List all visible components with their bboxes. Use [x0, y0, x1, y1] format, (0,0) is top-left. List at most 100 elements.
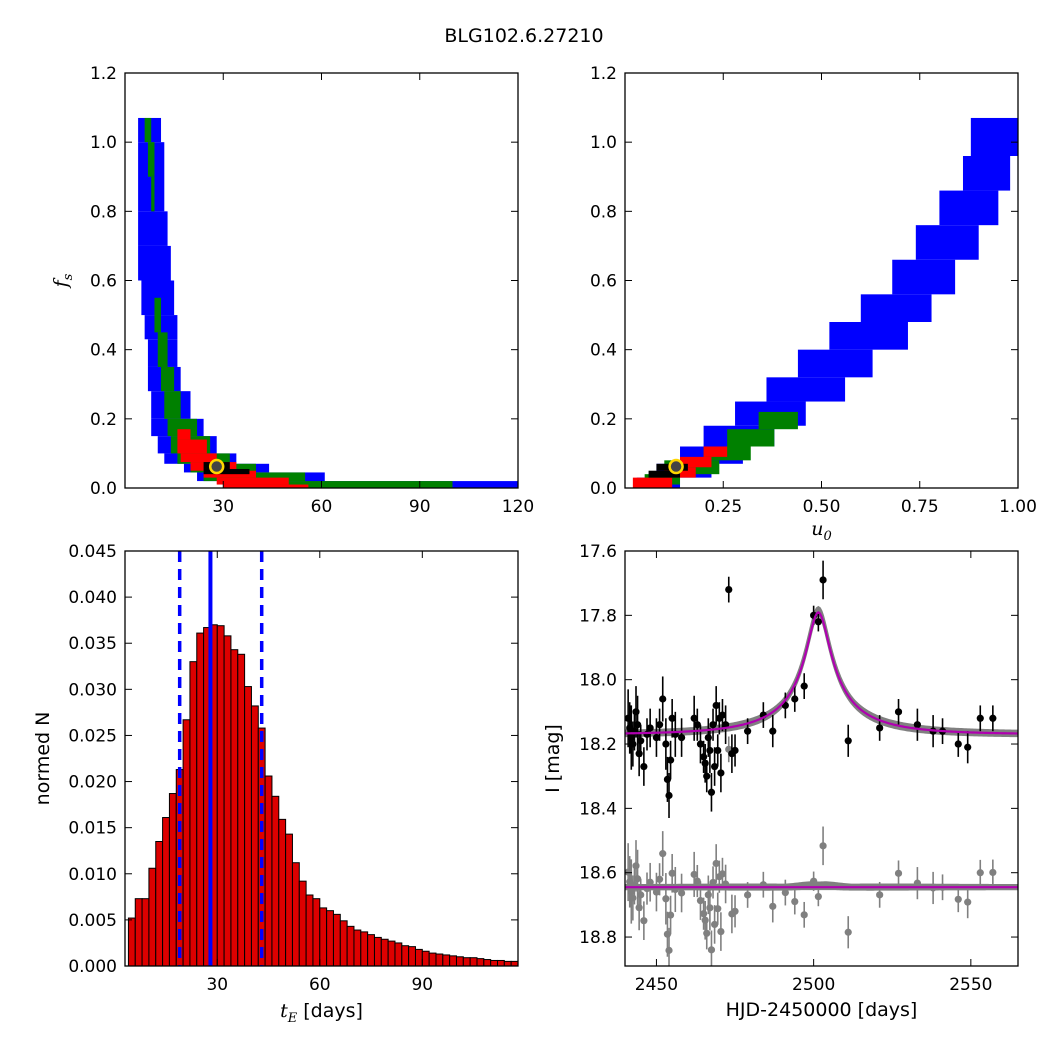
histogram-bar [250, 705, 259, 966]
best-fit-marker [668, 458, 684, 475]
data-point [633, 721, 642, 729]
residual-point [791, 897, 799, 906]
model-curve [625, 611, 1018, 735]
x-tick-label: 0.75 [901, 497, 939, 517]
histogram-bar [462, 957, 471, 966]
data-point [637, 737, 645, 745]
histogram-bar [127, 917, 136, 966]
data-point [712, 701, 720, 710]
residual-point [989, 868, 997, 877]
residual-point [844, 928, 852, 936]
data-point [703, 772, 711, 780]
histogram-bar [189, 661, 198, 966]
y-tick-label: 1.2 [590, 64, 617, 84]
data-point [964, 743, 972, 751]
histogram-bar [298, 880, 307, 966]
contour-cell-green [154, 297, 162, 333]
data-point [646, 724, 654, 732]
plot-area [632, 117, 1018, 488]
x-tick-label: 30 [212, 497, 234, 517]
y-tick-label: 0.8 [590, 202, 617, 222]
y-tick-label: 0.8 [90, 202, 117, 222]
residual-point [700, 910, 708, 918]
histogram-bar [394, 942, 403, 966]
x-tick-label: 120 [502, 497, 534, 517]
residual-point [744, 891, 752, 899]
contour-cell-red [177, 429, 191, 440]
x-axis-label: HJD-2450000 [days] [726, 999, 918, 1021]
data-point [976, 714, 984, 722]
x-tick-label: 60 [311, 497, 333, 517]
histogram-bar [510, 960, 518, 966]
x-axis-label: u0 [811, 518, 832, 544]
histogram-bar [319, 907, 328, 966]
y-axis-label: normed N [32, 712, 54, 806]
histogram-bar [449, 955, 457, 966]
y-tick-label: 0.4 [90, 341, 117, 361]
contour-cell-red [632, 477, 673, 488]
x-tick-label: 90 [409, 497, 431, 517]
histogram-bar [360, 931, 369, 966]
data-point [844, 737, 852, 745]
y-tick-label: 0.0 [590, 479, 617, 499]
residual-point [718, 870, 727, 878]
histogram-bar [162, 817, 170, 966]
y-tick-label: 0.035 [68, 634, 117, 654]
residual-point [704, 891, 712, 899]
contour-cell-blue [892, 259, 956, 295]
histogram-bar [476, 958, 485, 966]
histogram-bar [408, 946, 416, 966]
contour-cell-blue [797, 349, 873, 378]
histogram-bar [223, 635, 232, 966]
data-point [722, 721, 730, 729]
histogram-bar [380, 938, 389, 966]
data-point [632, 708, 640, 716]
residual-point [781, 888, 789, 897]
axes-frame [124, 550, 519, 967]
y-axis-label: fs [50, 273, 76, 289]
histogram-bar [196, 632, 205, 966]
histogram-bar [332, 913, 341, 966]
data-point [819, 576, 827, 584]
histogram-bar [148, 867, 157, 966]
contour-cell-green [161, 366, 175, 392]
histogram-bar [326, 910, 334, 966]
y-tick-label: 0.2 [90, 410, 117, 430]
data-point [704, 733, 712, 742]
y-axis-label: I [mag] [542, 724, 564, 793]
data-point [913, 721, 921, 729]
contour-cell-green [758, 411, 798, 430]
residual-point [693, 877, 701, 885]
histogram-bar [278, 818, 287, 966]
residual-point [717, 927, 725, 936]
contour-cell-green [151, 176, 155, 212]
histogram-bar [346, 925, 355, 966]
axes-frame [624, 550, 1019, 967]
y-tick-label: 1.0 [90, 133, 117, 153]
y-tick-label: 0.4 [590, 341, 617, 361]
histogram-bar [517, 961, 518, 966]
data-point [706, 746, 714, 755]
residual-point [668, 869, 676, 877]
histogram-bar [435, 953, 444, 966]
residual-point [913, 879, 921, 887]
fs-vs-u0-panel: 0.25 0.50 0.75 1.00 0.0 0.2 0.4 0.6 0.8 1.0 1.2 u0 [590, 64, 1037, 544]
y-tick-label: 0.045 [68, 542, 117, 562]
te-histogram-panel: 30 60 90 0.000 0.005 0.010 0.015 0.020 0.025 0.03… [32, 542, 519, 1026]
contour-cell-red [680, 456, 712, 468]
data-point [665, 791, 673, 800]
data-point [711, 762, 719, 771]
residual-point [655, 875, 664, 883]
histogram-bar [271, 795, 280, 966]
histogram-bar [285, 833, 293, 966]
residual-point [819, 842, 827, 850]
y-tick-label: 0.2 [590, 410, 617, 430]
data-point [677, 733, 686, 742]
residual-point [954, 895, 962, 903]
histogram-bar [216, 625, 225, 966]
residual-point [712, 859, 720, 868]
residual-point [690, 870, 698, 879]
data-point [725, 586, 733, 594]
histogram-bar [155, 841, 164, 966]
